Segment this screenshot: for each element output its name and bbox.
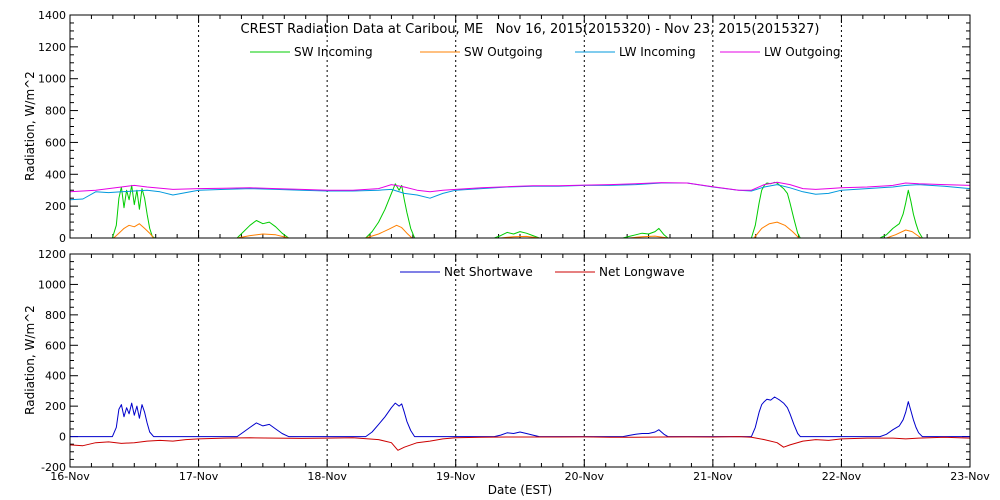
- x-tick-label: 17-Nov: [179, 470, 219, 483]
- bottom-panel-legend: Net Shortwave Net Longwave: [400, 265, 685, 279]
- y-tick-label: 1200: [38, 41, 66, 54]
- x-tick-label: 16-Nov: [50, 470, 90, 483]
- x-tick-label: 19-Nov: [436, 470, 476, 483]
- y-tick-label: 600: [45, 339, 66, 352]
- x-tick-label: 18-Nov: [307, 470, 347, 483]
- y-tick-label: 800: [45, 105, 66, 118]
- top-panel-grid: [198, 15, 842, 238]
- y-tick-label: 800: [45, 309, 66, 322]
- y-tick-label: 200: [45, 200, 66, 213]
- bottom-panel-y-tick-labels: -200 0 200 400 600 800 1000 1200: [38, 248, 66, 474]
- top-panel-series: [69, 181, 971, 239]
- y-tick-label: 400: [45, 370, 66, 383]
- bottom-panel-y-axis-title: Radiation, W/m^2: [23, 305, 37, 415]
- top-panel-y-tick-labels: 0 200 400 600 800 1000 1200 1400: [38, 9, 66, 245]
- series-line-lw-incoming: [69, 182, 971, 201]
- y-tick-label: 1400: [38, 9, 66, 22]
- x-tick-label: 21-Nov: [693, 470, 733, 483]
- y-tick-label: 600: [45, 136, 66, 149]
- legend-label-net-longwave: Net Longwave: [599, 265, 685, 279]
- y-tick-label: 0: [59, 431, 66, 444]
- series-line-lw-outgoing: [69, 181, 971, 193]
- bottom-panel-series: [69, 396, 971, 451]
- y-tick-label: 1200: [38, 248, 66, 261]
- bottom-panel-grid: [198, 254, 842, 467]
- legend-label-sw-outgoing: SW Outgoing: [464, 45, 543, 59]
- series-line-net-shortwave: [70, 396, 970, 438]
- chart-title: CREST Radiation Data at Caribou, ME Nov …: [241, 22, 820, 37]
- y-tick-label: 400: [45, 168, 66, 181]
- series-line-sw-incoming: [70, 181, 970, 239]
- top-panel: 0 200 400 600 800 1000 1200 1400 CREST Radiatio…: [23, 9, 971, 245]
- top-panel-y-axis-title: Radiation, W/m^2: [23, 71, 37, 181]
- y-tick-label: -200: [41, 461, 66, 474]
- x-tick-label: 22-Nov: [822, 470, 862, 483]
- x-axis-title: Date (EST): [488, 483, 552, 497]
- top-panel-frame: [69, 14, 971, 239]
- y-tick-label: 0: [59, 232, 66, 245]
- x-tick-label: 20-Nov: [565, 470, 605, 483]
- bottom-panel-frame: [69, 253, 971, 468]
- top-panel-legend: SW Incoming SW Outgoing LW Incoming LW Outg…: [250, 45, 841, 59]
- y-tick-label: 200: [45, 400, 66, 413]
- legend-label-lw-incoming: LW Incoming: [619, 45, 696, 59]
- y-tick-label: 1000: [38, 73, 66, 86]
- bottom-panel-x-tick-labels: 16-Nov 17-Nov 18-Nov 19-Nov 20-Nov 21-Nov 22-N…: [50, 470, 990, 483]
- y-tick-label: 1000: [38, 278, 66, 291]
- series-line-net-longwave: [69, 436, 971, 451]
- bottom-panel-ticks: [69, 253, 971, 468]
- legend-label-sw-incoming: SW Incoming: [294, 45, 373, 59]
- legend-label-net-shortwave: Net Shortwave: [444, 265, 533, 279]
- bottom-panel: -200 0 200 400 600 800 1000 1200 16-Nov 17-Nov 18…: [23, 248, 990, 497]
- legend-label-lw-outgoing: LW Outgoing: [764, 45, 841, 59]
- x-tick-label: 23-Nov: [950, 470, 990, 483]
